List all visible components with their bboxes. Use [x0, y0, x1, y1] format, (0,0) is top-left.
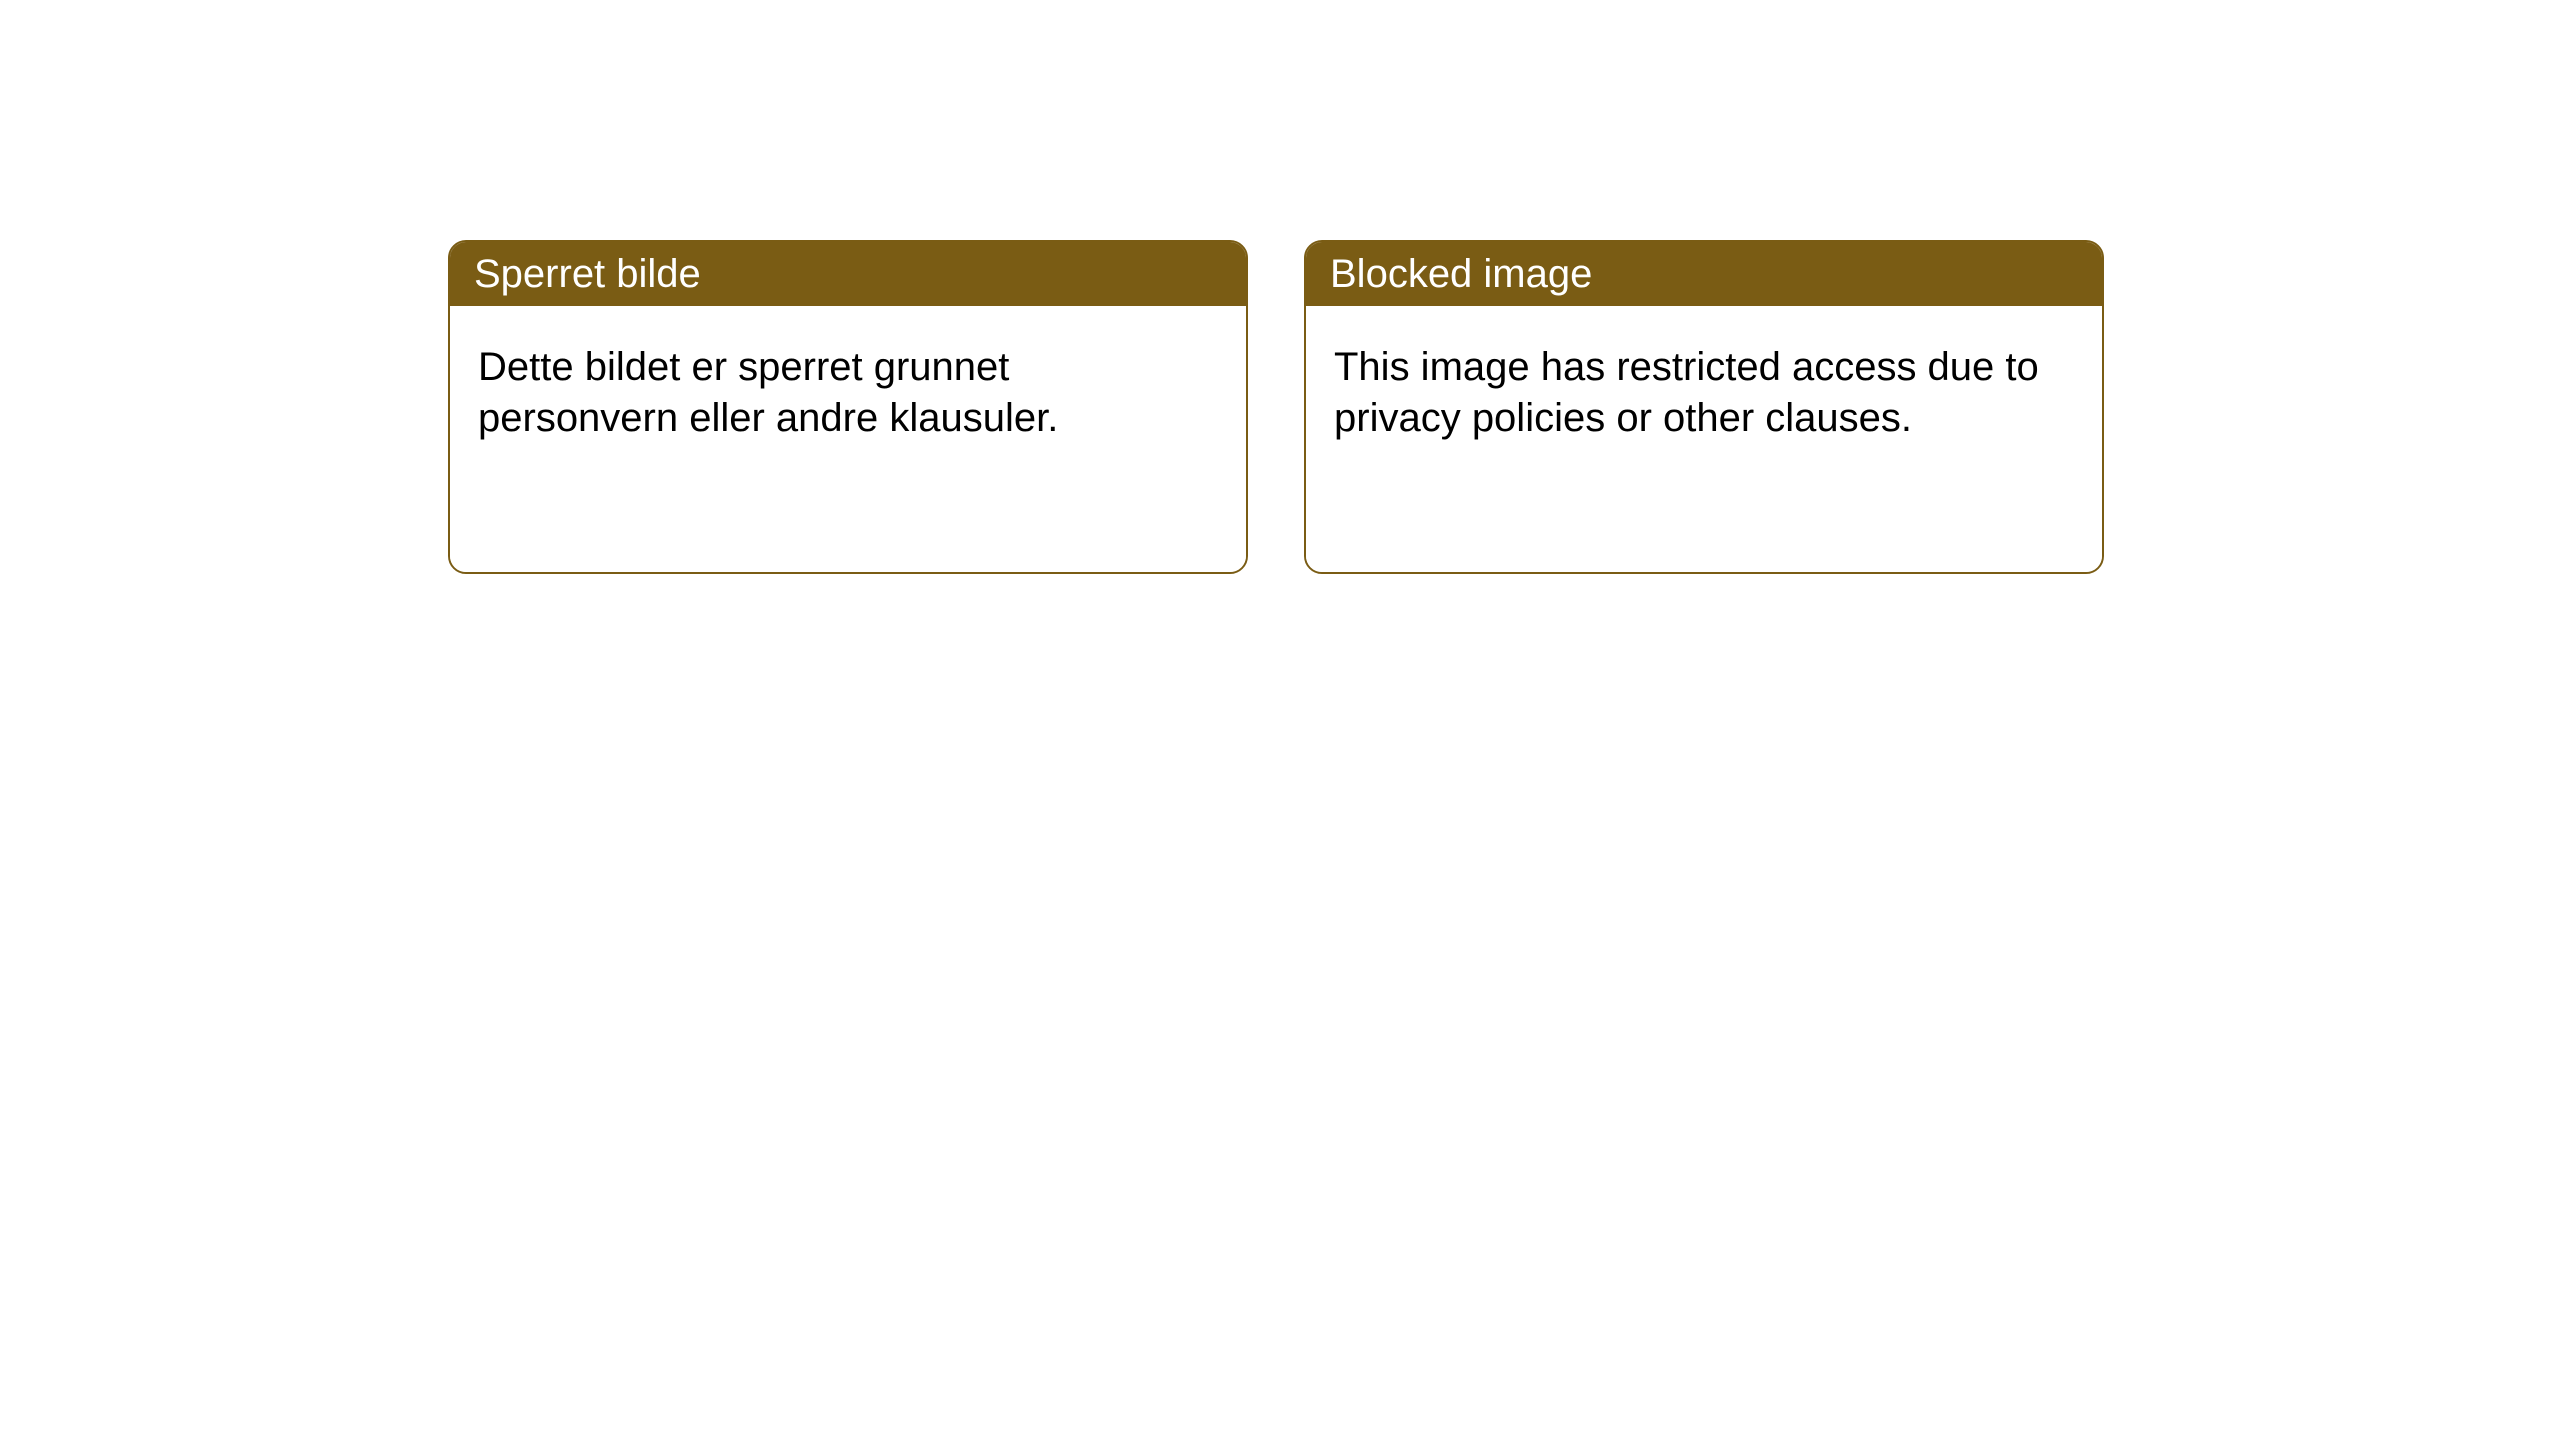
card-body: This image has restricted access due to …	[1306, 306, 2102, 572]
notice-cards-container: Sperret bilde Dette bildet er sperret gr…	[0, 0, 2560, 574]
card-title: Sperret bilde	[450, 242, 1246, 306]
notice-card-english: Blocked image This image has restricted …	[1304, 240, 2104, 574]
card-body: Dette bildet er sperret grunnet personve…	[450, 306, 1246, 572]
card-title: Blocked image	[1306, 242, 2102, 306]
notice-card-norwegian: Sperret bilde Dette bildet er sperret gr…	[448, 240, 1248, 574]
